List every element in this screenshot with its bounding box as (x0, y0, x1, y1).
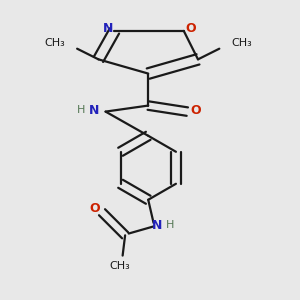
Text: N: N (152, 219, 162, 232)
Text: O: O (190, 104, 201, 117)
Text: CH₃: CH₃ (110, 261, 130, 271)
Text: H: H (77, 105, 86, 115)
Text: O: O (89, 202, 100, 215)
Text: CH₃: CH₃ (232, 38, 253, 48)
Text: H: H (166, 220, 175, 230)
Text: N: N (103, 22, 113, 35)
Text: N: N (89, 104, 99, 117)
Text: CH₃: CH₃ (44, 38, 65, 48)
Text: O: O (186, 22, 196, 35)
